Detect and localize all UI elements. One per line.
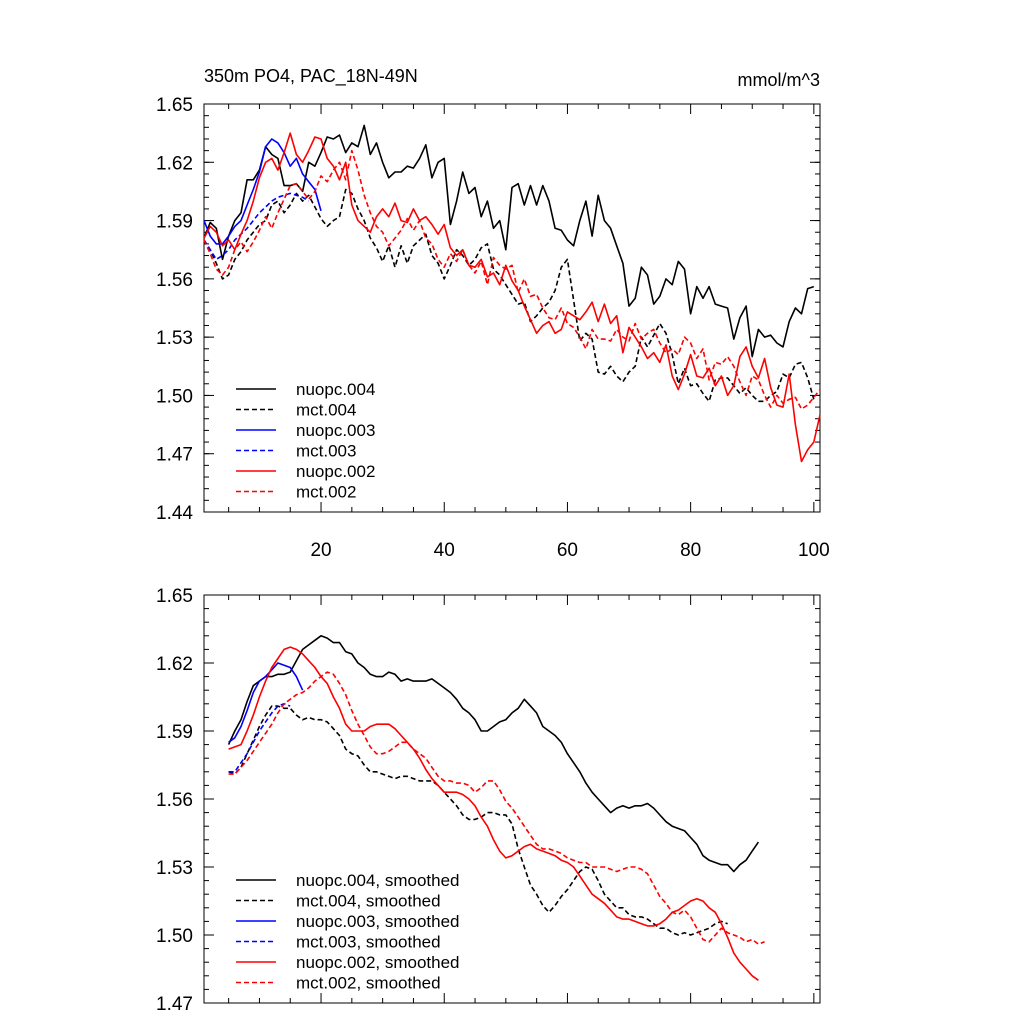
legend-entry: mct.004 [296, 401, 356, 420]
y-tick-label: 1.62 [156, 153, 193, 174]
legend-entry: mct.004, smoothed [296, 892, 441, 911]
series-line-mct-004 [203, 188, 815, 403]
y-tick-label: 1.56 [156, 790, 193, 811]
y-tick-label: 1.47 [156, 994, 193, 1015]
x-tick-label: 20 [310, 540, 331, 561]
y-tick-label: 1.53 [156, 858, 193, 879]
y-tick-label: 1.50 [156, 386, 193, 407]
series-line-mct-004-smoothed [228, 705, 728, 936]
chart-title: 350m PO4, PAC_18N-49N [204, 66, 418, 87]
legend-entry: nuopc.004, smoothed [296, 871, 460, 890]
plot-frame [203, 103, 821, 513]
x-tick-label: 60 [557, 540, 578, 561]
series-line-nuopc-004-smoothed [227, 634, 760, 873]
legend-entry: nuopc.003, smoothed [296, 912, 460, 931]
legend-entry: mct.003 [296, 442, 356, 461]
series-line-mct-003-smoothed [228, 702, 291, 773]
y-tick-label: 1.59 [156, 722, 193, 743]
bottom-panel: 1.47 1.50 1.53 1.56 1.59 1.62 1.65 nuopc.004, s… [156, 586, 821, 1015]
x-tick-label: 100 [798, 540, 830, 561]
legend-entry: mct.002 [296, 483, 356, 502]
y-tick-label: 1.53 [156, 328, 193, 349]
series-line-nuopc-003-smoothed [228, 662, 304, 743]
y-tick-label: 1.50 [156, 926, 193, 947]
legend-entry: mct.003, smoothed [296, 933, 441, 952]
legend-entry: nuopc.003 [296, 421, 375, 440]
series-line-nuopc-002-smoothed [228, 646, 759, 981]
top-panel: 1.44 1.47 1.50 1.53 1.56 1.59 1.62 1.65 20 40 60 80… [156, 95, 830, 561]
y-tick-label: 1.65 [156, 586, 193, 607]
y-tick-label: 1.65 [156, 95, 193, 116]
legend-entry: nuopc.002, smoothed [296, 953, 460, 972]
series-line-mct-002-smoothed [228, 671, 765, 945]
legend-entry: mct.002, smoothed [296, 974, 441, 993]
x-tick-label: 80 [680, 540, 701, 561]
y-tick-label: 1.47 [156, 445, 193, 466]
series-line-mct-003 [203, 192, 310, 261]
y-tick-label: 1.59 [156, 212, 193, 233]
series-line-nuopc-003 [203, 138, 322, 245]
legend-entry: nuopc.004 [296, 380, 375, 399]
y-tick-label: 1.62 [156, 654, 193, 675]
series-line-mct-002 [203, 149, 821, 410]
x-tick-label: 40 [434, 540, 455, 561]
series-line-nuopc-002 [203, 132, 821, 463]
chart-units: mmol/m^3 [738, 70, 820, 90]
y-tick-label: 1.56 [156, 270, 193, 291]
legend-entry: nuopc.002 [296, 462, 375, 481]
y-tick-label: 1.44 [156, 503, 193, 524]
